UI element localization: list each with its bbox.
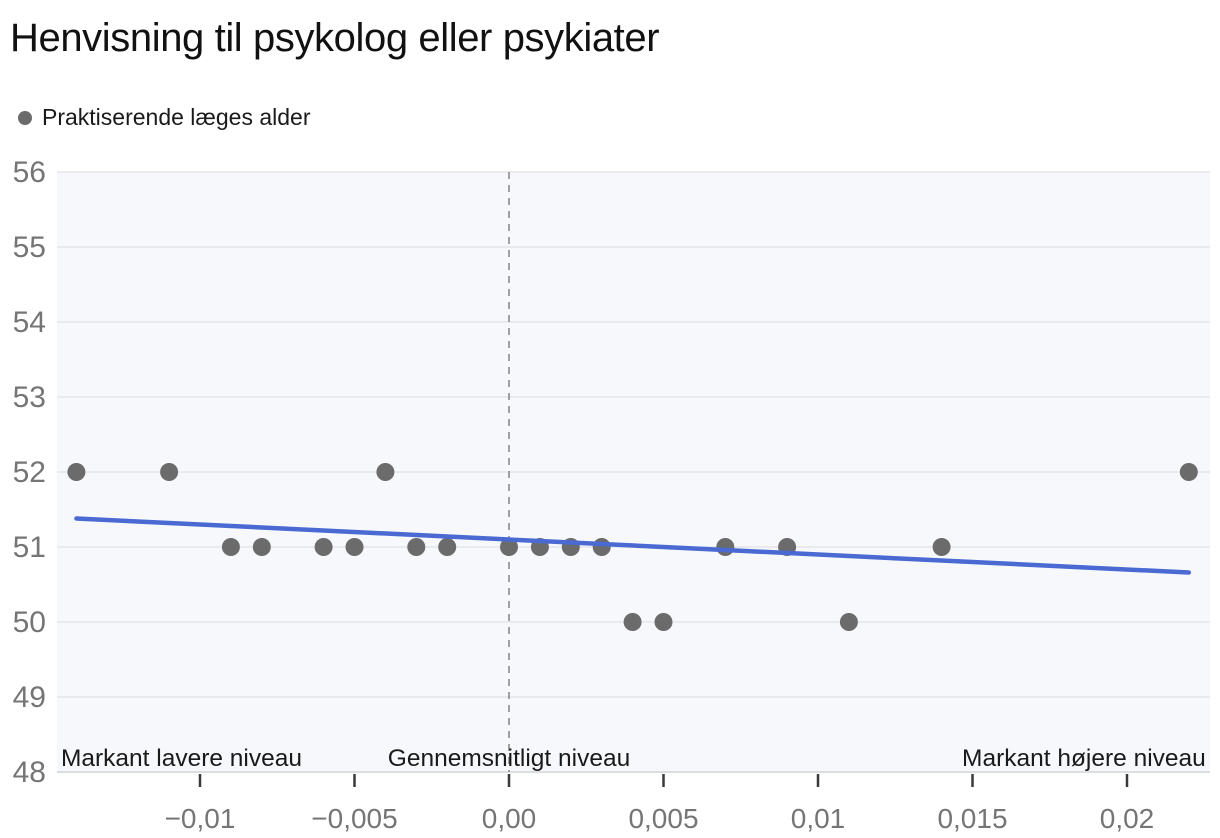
page-title: Henvisning til psykolog eller psykiater (10, 16, 660, 60)
scatter-point (716, 538, 735, 556)
scatter-point (500, 538, 519, 556)
x-tick-label: 0,02 (1100, 803, 1155, 834)
axis-annotation: Markant højere niveau (962, 745, 1206, 772)
x-tick-label: −0,005 (311, 803, 397, 834)
y-tick-label: 56 (13, 156, 46, 189)
scatter-point (252, 538, 271, 556)
scatter-point (932, 538, 951, 556)
x-tick-label: 0,01 (791, 803, 846, 834)
y-tick-label: 53 (13, 381, 46, 414)
legend-dot-icon (18, 110, 32, 125)
legend-label: Praktiserende læges alder (42, 104, 311, 130)
x-tick-label: −0,01 (165, 803, 236, 834)
scatter-point (160, 463, 179, 481)
scatter-point (1179, 463, 1198, 481)
scatter-point (407, 538, 426, 556)
scatter-point (314, 538, 333, 556)
legend: Praktiserende læges alder (18, 104, 310, 131)
y-tick-label: 50 (13, 606, 46, 639)
scatter-point (654, 613, 673, 631)
y-tick-label: 54 (13, 306, 46, 339)
y-tick-label: 51 (13, 531, 46, 564)
scatter-point (345, 538, 364, 556)
scatter-point (592, 538, 611, 556)
y-tick-label: 48 (13, 756, 46, 789)
trend-line (74, 516, 1192, 575)
scatter-point (623, 613, 642, 631)
axis-annotation: Markant lavere niveau (61, 745, 302, 772)
x-tick-label: 0,00 (482, 803, 537, 834)
x-tick-label: 0,015 (937, 803, 1007, 834)
scatter-point (221, 538, 240, 556)
x-tick-label: 0,005 (628, 803, 698, 834)
axis-annotation: Gennemsnitligt niveau (388, 745, 630, 772)
scatter-point (438, 538, 457, 556)
y-tick-label: 49 (13, 681, 46, 714)
y-tick-label: 52 (13, 456, 46, 489)
scatter-point (67, 463, 86, 481)
scatter-point (376, 463, 395, 481)
y-tick-label: 55 (13, 231, 46, 264)
scatter-point (839, 613, 858, 631)
